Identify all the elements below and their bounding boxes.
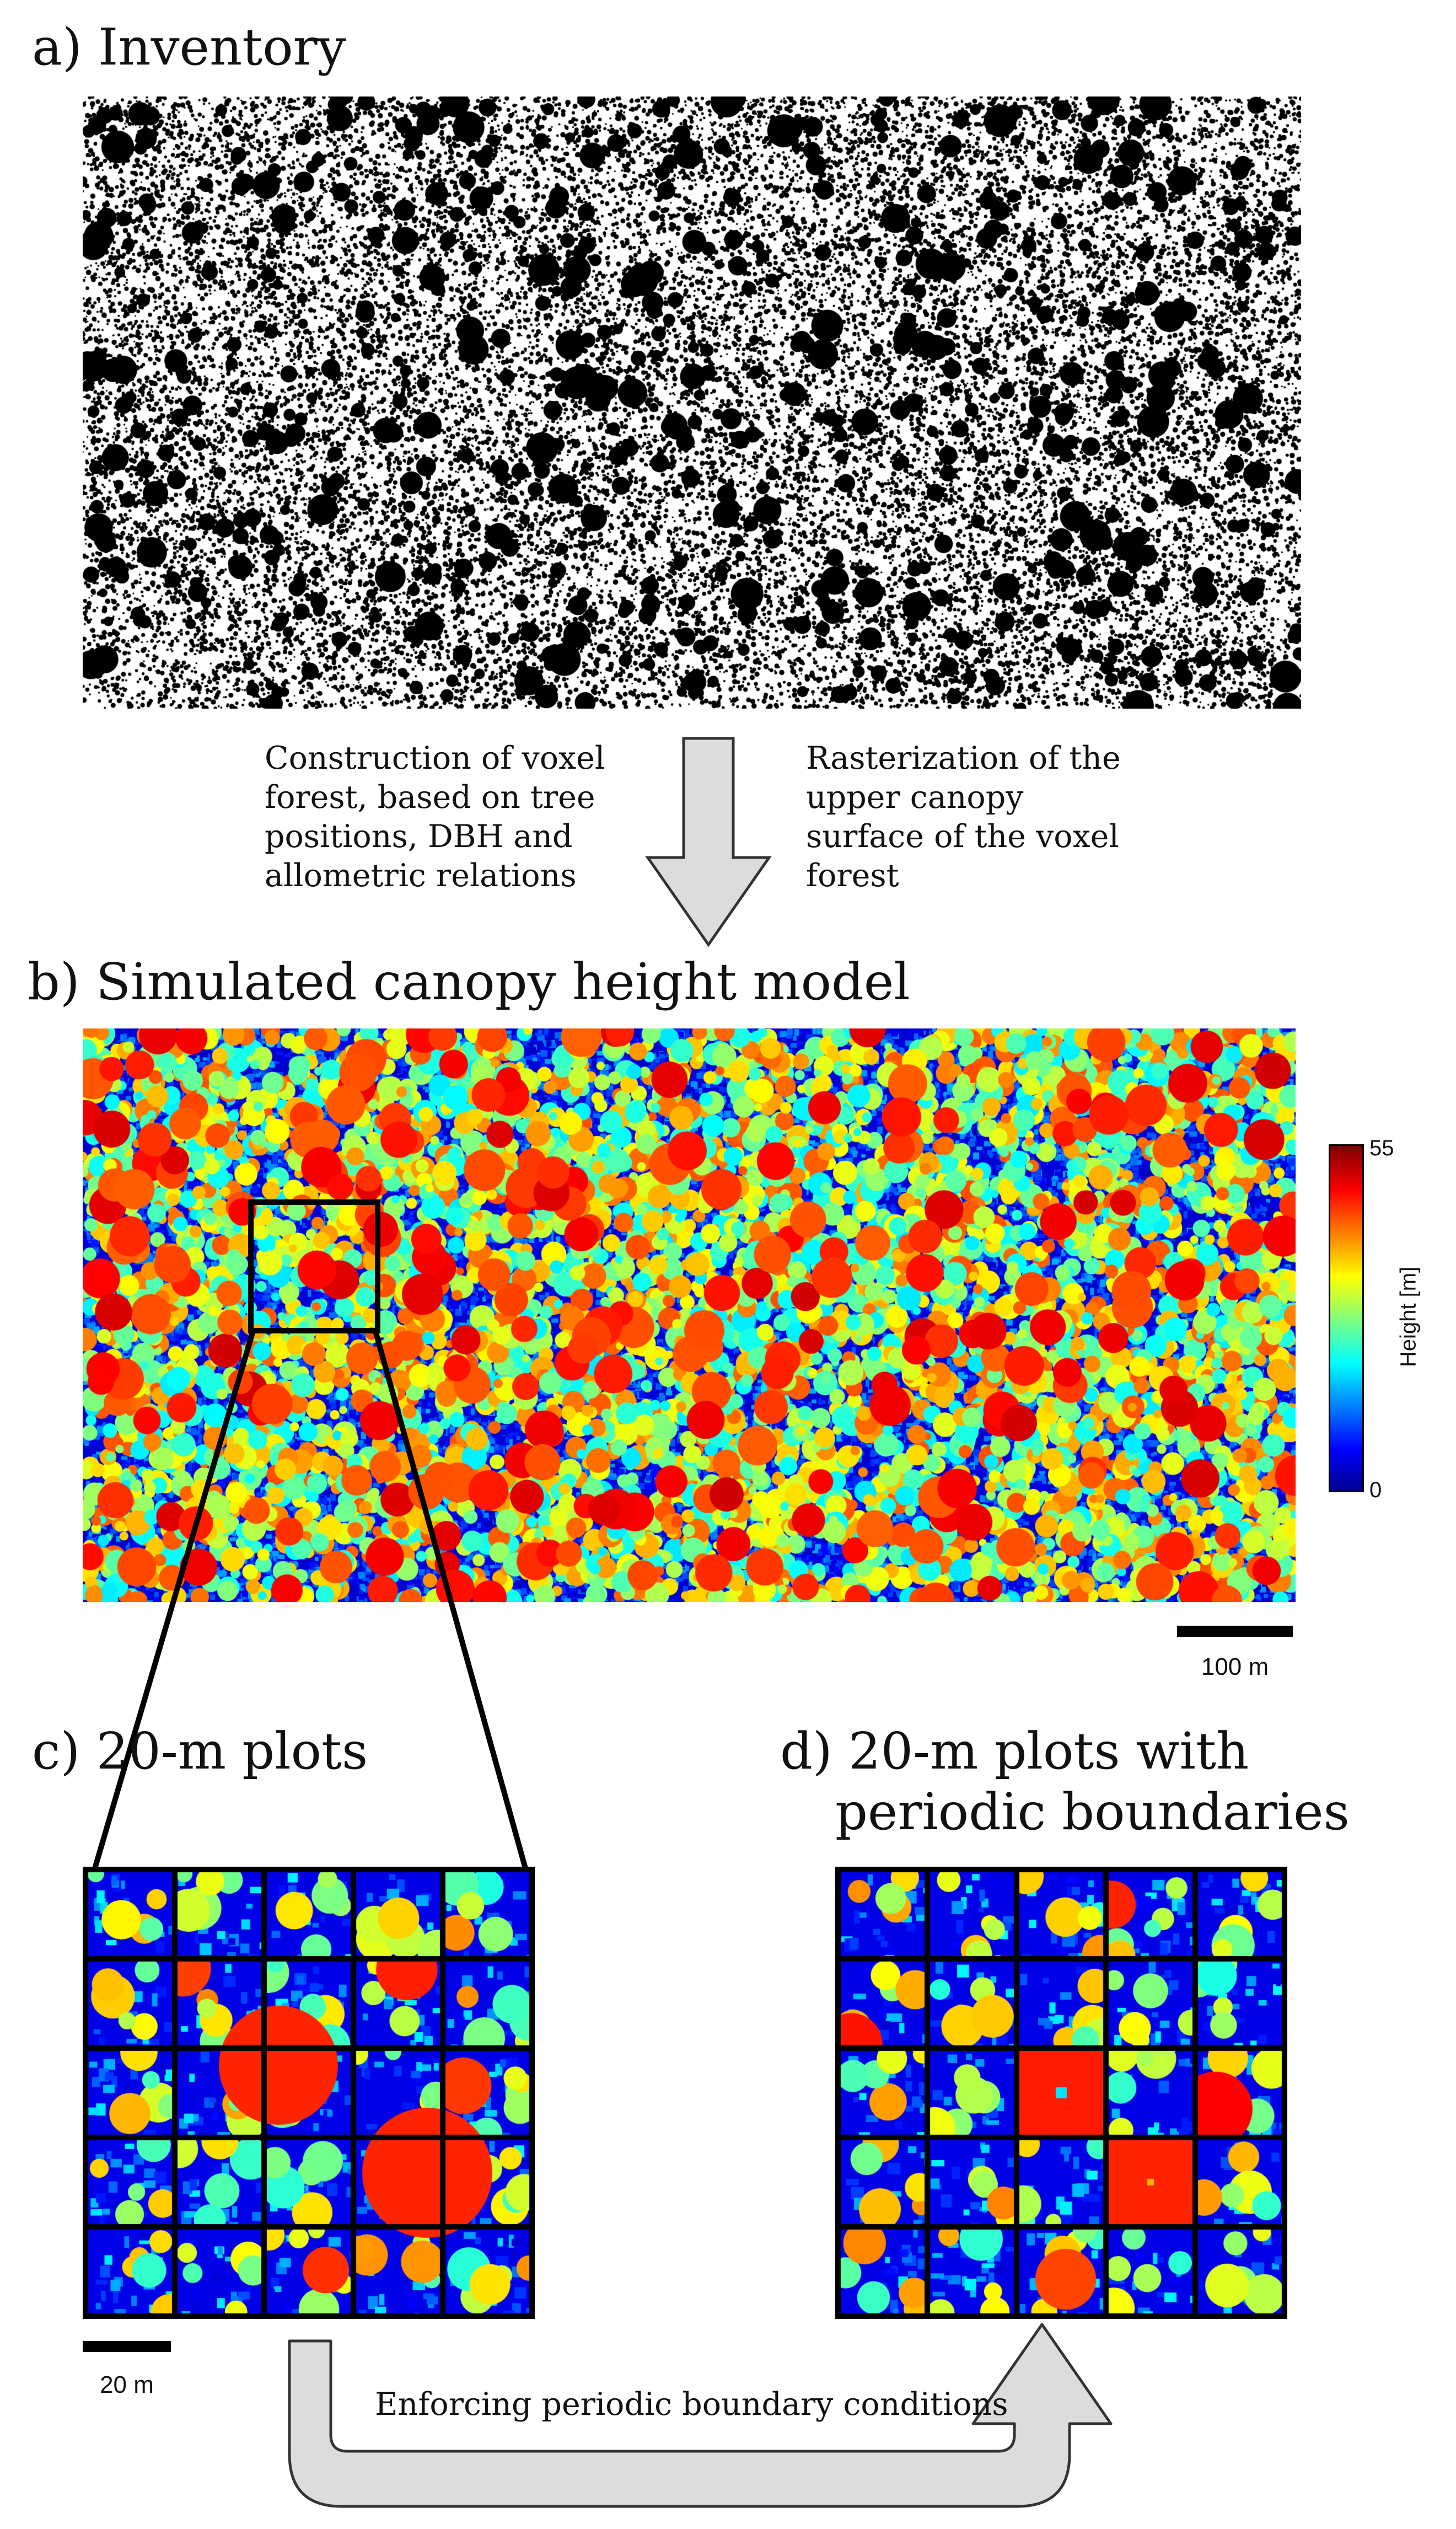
canopy-height-map: [83, 1028, 1296, 1602]
rasterization-note: Rasterization of the upper canopy surfac…: [806, 739, 1121, 896]
inventory-map: [83, 97, 1301, 709]
construction-line-3: positions, DBH and: [265, 818, 573, 855]
construction-line-2: forest, based on tree: [265, 779, 595, 816]
panel-a-title: a) Inventory: [32, 18, 346, 77]
panel-d-title-line-2: periodic boundaries: [835, 1782, 1350, 1841]
plots-scalebar: [83, 2341, 171, 2352]
plots-grid-image: [83, 1867, 535, 2319]
zoom-line-left: [91, 1328, 256, 1873]
colorbar-min-label: 0: [1369, 1478, 1382, 1502]
rasterization-line-3: surface of the voxel: [806, 818, 1119, 855]
construction-note: Construction of voxel forest, based on t…: [265, 739, 605, 896]
plots-scalebar-label: 20 m: [100, 2371, 154, 2398]
panel-d-title-line-1: d) 20-m plots with: [780, 1722, 1249, 1781]
rasterization-line-4: forest: [806, 858, 899, 894]
rasterization-line-2: upper canopy: [806, 779, 1024, 816]
periodic-note: Enforcing periodic boundary conditions: [375, 2386, 1008, 2423]
colorbar: [1329, 1144, 1364, 1492]
colorbar-max-label: 55: [1369, 1136, 1394, 1160]
periodic-plots-grid-image: [835, 1867, 1287, 2319]
periodic-plots-grid: [835, 1867, 1287, 2319]
canopy-height-raster: [83, 1028, 1296, 1602]
zoom-line-right: [372, 1328, 529, 1873]
zoom-box: [248, 1199, 380, 1333]
down-arrow: [645, 737, 772, 947]
construction-line-4: allometric relations: [265, 858, 577, 894]
panel-b-title: b) Simulated canopy height model: [28, 952, 910, 1011]
chm-scalebar-label: 100 m: [1201, 1653, 1269, 1680]
plots-grid: [83, 1867, 535, 2319]
construction-line-1: Construction of voxel: [265, 740, 605, 776]
chm-scalebar: [1177, 1626, 1293, 1637]
panel-c-title: c) 20-m plots: [32, 1722, 368, 1781]
rasterization-line-1: Rasterization of the: [806, 740, 1121, 776]
inventory-tree-points: [83, 97, 1301, 709]
